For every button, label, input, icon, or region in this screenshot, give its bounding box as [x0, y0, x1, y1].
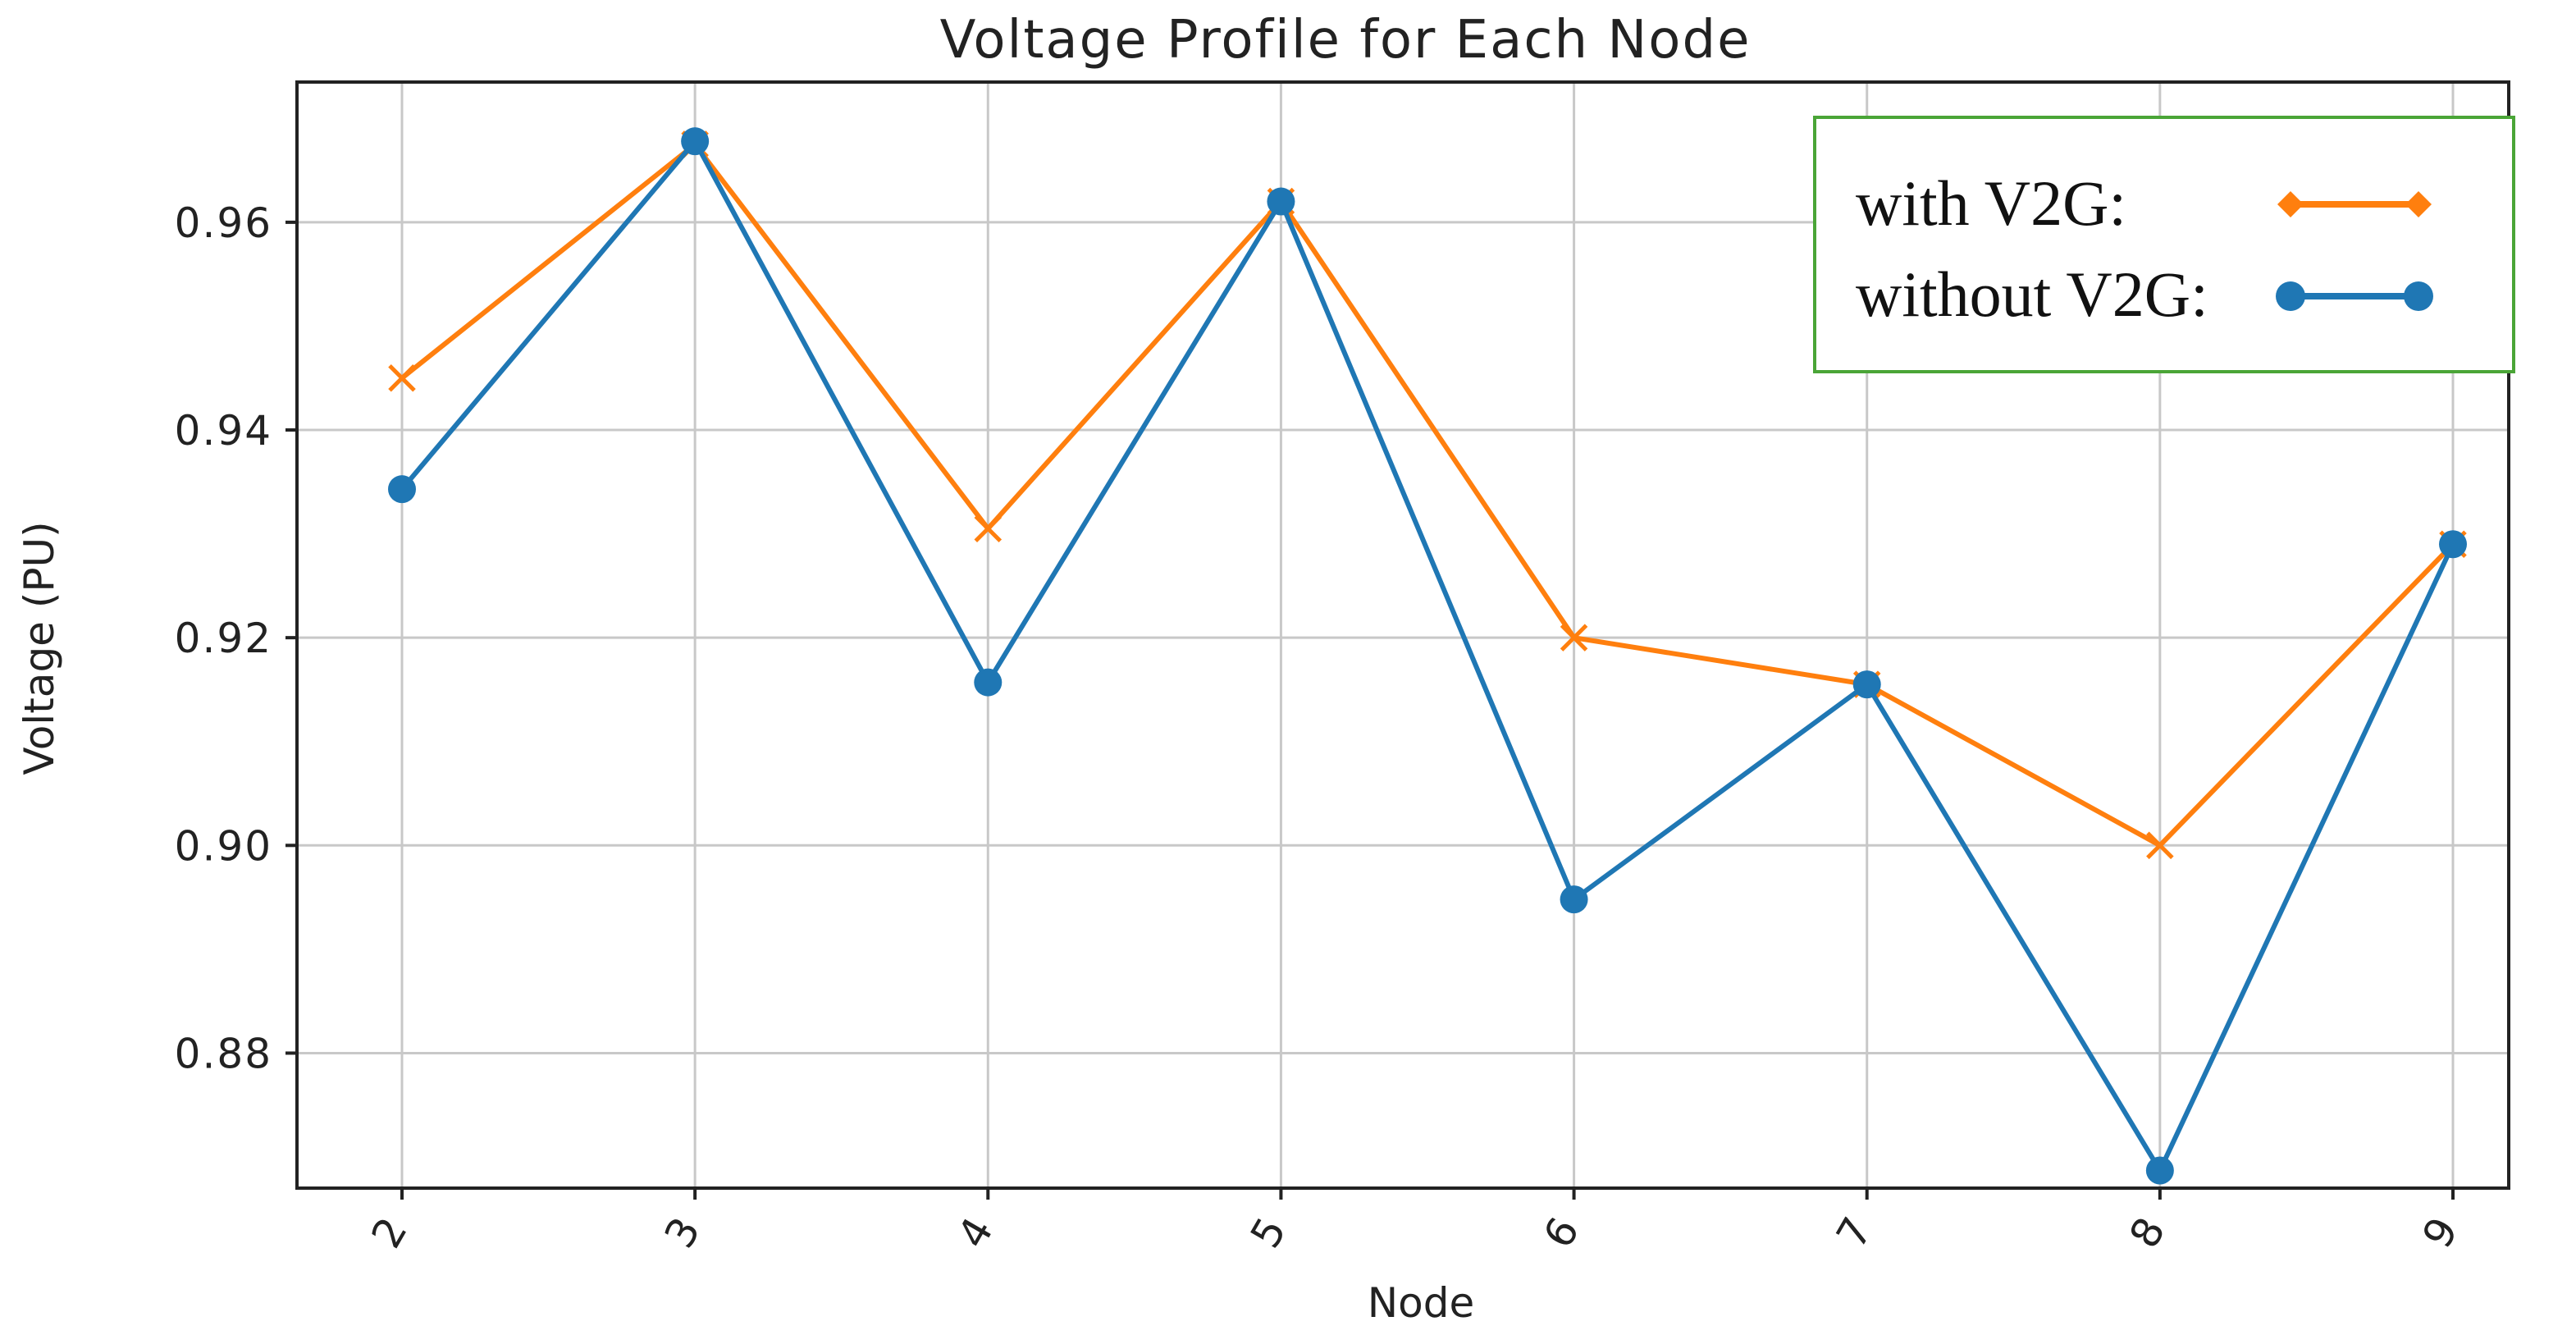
y-tick-label: 0.96: [175, 199, 272, 247]
data-point-with-v2g: [1560, 624, 1588, 651]
chart-title: Voltage Profile for Each Node: [940, 10, 1752, 71]
legend-box: [1813, 116, 2515, 373]
marker-stroke: [388, 363, 416, 392]
x-tick-label: 5: [1241, 1208, 1296, 1255]
x-tick-label: 3: [655, 1208, 710, 1255]
legend: with V2G: without V2G:: [1813, 116, 2515, 373]
marker-stroke: [974, 514, 1003, 543]
plot-frame: [295, 80, 2510, 1190]
legend-swatches: [2276, 191, 2433, 311]
legend-swatch-marker: [2276, 281, 2305, 311]
data-point-without-v2g: [1560, 885, 1588, 914]
data-point-with-v2g: [974, 514, 1003, 543]
x-axis-label: Node: [1368, 1279, 1475, 1327]
y-tick-label: 0.94: [175, 407, 272, 455]
series-line-without-v2g: [400, 139, 2455, 1173]
legend-swatch-without-v2g: [2276, 281, 2433, 311]
y-axis-label: Voltage (PU): [16, 521, 63, 775]
legend-swatch-marker: [2405, 191, 2432, 217]
legend-swatch-marker: [2277, 191, 2304, 217]
series-layer: [388, 127, 2467, 1185]
data-point-with-v2g: [2146, 831, 2174, 860]
data-point-without-v2g: [2439, 530, 2467, 559]
data-point-without-v2g: [1852, 670, 1881, 699]
marker-stroke: [1560, 624, 1588, 651]
data-point-without-v2g: [974, 668, 1003, 697]
data-point-without-v2g: [681, 127, 710, 156]
marker-stroke: [2146, 831, 2174, 860]
x-tick-label: 8: [2121, 1208, 2176, 1255]
y-tick-label: 0.92: [175, 615, 272, 662]
legend-label-with-v2g: with V2G:: [1856, 167, 2126, 239]
series-line-with-v2g: [400, 141, 2455, 848]
x-tick-label: 4: [948, 1208, 1003, 1255]
legend-swatch-marker: [2404, 281, 2433, 311]
x-tick-label: 9: [2414, 1208, 2469, 1255]
x-tick-label: 2: [363, 1208, 418, 1255]
y-tick-label: 0.88: [175, 1030, 272, 1077]
data-point-without-v2g: [1267, 187, 1295, 216]
legend-swatch-with-v2g: [2277, 191, 2432, 217]
data-point-without-v2g: [388, 475, 416, 504]
y-tick-label: 0.90: [175, 822, 272, 870]
legend-label-without-v2g: without V2G:: [1856, 258, 2208, 330]
x-tick-label: 7: [1827, 1208, 1882, 1255]
data-point-without-v2g: [2145, 1156, 2174, 1185]
data-point-with-v2g: [388, 363, 416, 392]
x-tick-label: 6: [1534, 1208, 1589, 1255]
